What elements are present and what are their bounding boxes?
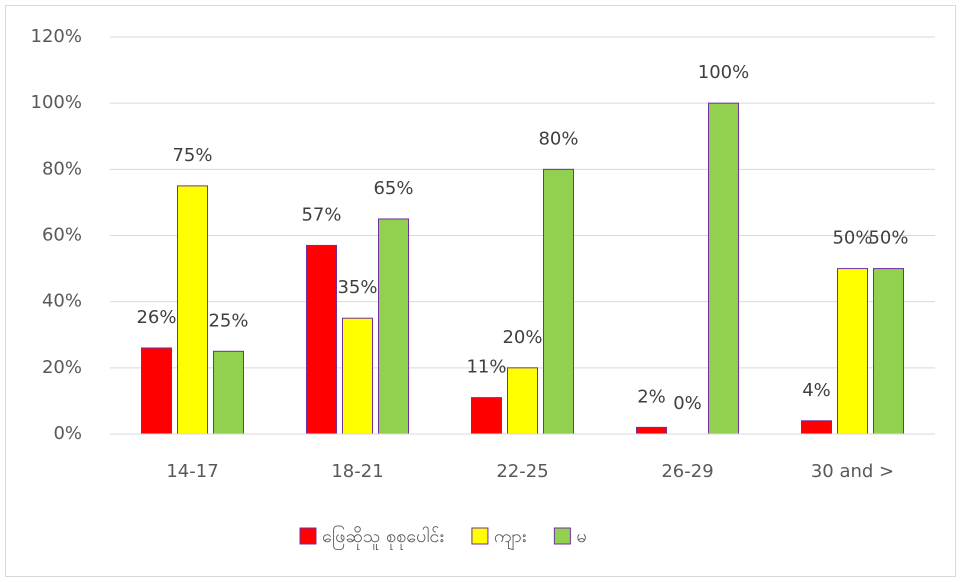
x-tick-label: 14-17 <box>166 461 218 482</box>
data-label: 100% <box>698 62 749 83</box>
bar <box>708 102 739 435</box>
data-label: 20% <box>502 327 542 348</box>
legend-label: ဖြေဆိုသူ စုစုပေါင်း <box>322 525 444 550</box>
y-tick-label: 100% <box>31 92 82 113</box>
legend-label: ကျား <box>494 526 526 550</box>
data-label: 0% <box>673 393 702 414</box>
y-tick-label: 20% <box>42 357 82 378</box>
data-label: 25% <box>208 310 248 331</box>
y-tick-label: 120% <box>31 26 82 47</box>
legend-label: မ <box>576 526 586 547</box>
y-tick-label: 80% <box>42 158 82 179</box>
bar <box>636 426 667 435</box>
bar <box>837 268 868 435</box>
x-tick-label: 22-25 <box>496 461 548 482</box>
bar <box>873 268 904 435</box>
bar <box>507 367 538 435</box>
legend-swatch <box>471 527 489 545</box>
bar <box>378 218 409 435</box>
chart-border <box>5 5 956 577</box>
data-label: 80% <box>538 128 578 149</box>
y-tick-label: 0% <box>53 423 82 444</box>
x-tick-label: 30 and > <box>811 461 894 482</box>
data-label: 2% <box>637 386 666 407</box>
bar <box>342 317 373 435</box>
bar <box>141 347 172 435</box>
data-label: 26% <box>136 307 176 328</box>
bar <box>543 168 574 435</box>
x-tick-label: 26-29 <box>661 461 713 482</box>
data-label: 35% <box>337 277 377 298</box>
bar <box>801 420 832 435</box>
legend-swatch <box>553 527 571 545</box>
bar <box>213 350 244 435</box>
data-label: 11% <box>466 357 506 378</box>
data-label: 65% <box>373 178 413 199</box>
y-tick-label: 40% <box>42 291 82 312</box>
data-label: 50% <box>868 228 908 249</box>
data-label: 4% <box>802 380 831 401</box>
y-tick-label: 60% <box>42 225 82 246</box>
data-label: 75% <box>172 145 212 166</box>
bar <box>177 185 208 435</box>
x-tick-label: 18-21 <box>331 461 383 482</box>
bar <box>471 397 502 435</box>
bar <box>306 244 337 435</box>
data-label: 57% <box>301 204 341 225</box>
data-label: 50% <box>832 228 872 249</box>
legend-swatch <box>299 527 317 545</box>
